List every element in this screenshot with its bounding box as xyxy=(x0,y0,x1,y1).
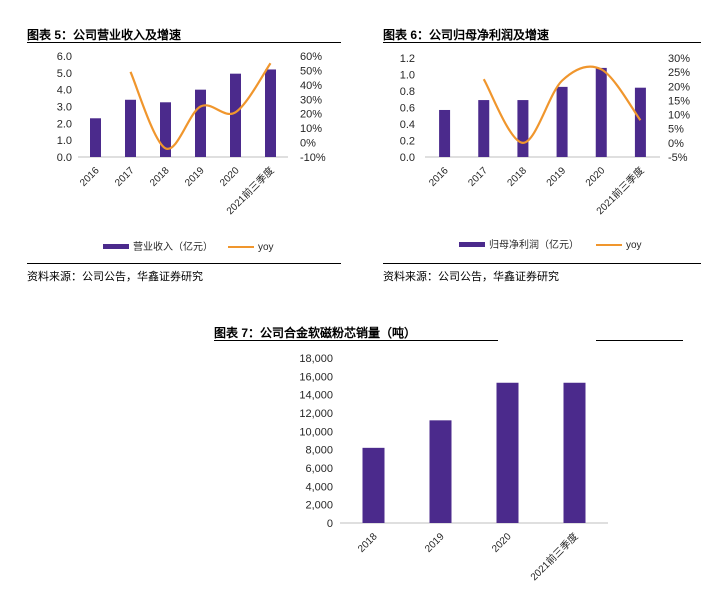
fig6-y-tick-label: 0.6 xyxy=(400,103,415,115)
fig5-title-rule xyxy=(27,42,341,43)
fig7-x-tick-label: 2018 xyxy=(356,531,380,555)
fig7-title-rule-right xyxy=(596,340,683,341)
fig5-legend-bar-swatch xyxy=(103,244,129,249)
fig6-legend-bar-label: 归母净利润（亿元） xyxy=(489,238,579,251)
fig6-x-tick-label: 2017 xyxy=(466,165,490,189)
fig5-legend-line-label: yoy xyxy=(258,242,274,253)
fig6-y2-tick-label: 5% xyxy=(668,124,684,136)
fig7-y-tick-label: 8,000 xyxy=(305,445,333,457)
fig5-bar xyxy=(230,73,241,157)
fig5-source-rule xyxy=(27,263,341,264)
fig5-y2-tick-label: 10% xyxy=(300,123,322,135)
fig6-x-tick-label: 2016 xyxy=(427,165,451,189)
fig5-y2-tick-label: 40% xyxy=(300,80,322,92)
fig6-y-tick-label: 0.4 xyxy=(400,119,415,131)
fig7-x-tick-label: 2019 xyxy=(423,531,447,555)
fig6-bar xyxy=(634,87,646,157)
fig5-y-tick-label: 3.0 xyxy=(57,102,72,114)
fig5-yoy-line xyxy=(129,62,272,150)
fig7-y-tick-label: 10,000 xyxy=(299,426,333,438)
fig7-title-rule xyxy=(214,340,498,341)
fig7-bar xyxy=(362,447,385,523)
fig5-x-tick-label: 2019 xyxy=(183,165,207,189)
fig5-source: 资料来源：公司公告，华鑫证券研究 xyxy=(27,271,203,283)
fig6-y2-tick-label: 15% xyxy=(668,95,690,107)
fig6-y2-tick-label: 25% xyxy=(668,67,690,79)
fig7-bar xyxy=(429,420,452,523)
fig5-y2-tick-label: 20% xyxy=(300,109,322,121)
fig5-x-tick-label: 2017 xyxy=(113,165,137,189)
fig6-title: 图表 6：公司归母净利润及增速 xyxy=(383,28,550,42)
fig5-title: 图表 5：公司营业收入及增速 xyxy=(27,28,182,42)
fig7-y-tick-label: 0 xyxy=(327,518,333,530)
fig5-y2-tick-label: 50% xyxy=(300,65,322,77)
fig6-source: 资料来源：公司公告，华鑫证券研究 xyxy=(383,271,559,283)
fig6-x-tick-label: 2020 xyxy=(584,165,608,189)
fig6-y-tick-label: 0.8 xyxy=(400,86,415,98)
fig6-y2-tick-label: 0% xyxy=(668,138,684,150)
fig6-yoy-line xyxy=(482,65,642,144)
fig5-bar xyxy=(90,118,101,157)
fig5-y2-tick-label: -10% xyxy=(300,152,326,164)
fig6-y-tick-label: 0.0 xyxy=(400,152,415,164)
fig5-x-tick-label: 2018 xyxy=(148,165,172,189)
fig6-source-rule xyxy=(383,263,701,264)
fig5-bar xyxy=(125,99,136,157)
fig6-legend-bar-swatch xyxy=(459,242,485,247)
fig7-y-tick-label: 18,000 xyxy=(299,353,333,365)
fig6-y-tick-label: 1.0 xyxy=(400,70,415,82)
fig5-y-tick-label: 6.0 xyxy=(57,51,72,63)
fig6-x-tick-label: 2018 xyxy=(506,165,530,189)
fig6-legend-line-label: yoy xyxy=(626,240,642,251)
fig7-y-tick-label: 6,000 xyxy=(305,463,333,475)
fig6-y-tick-label: 1.2 xyxy=(400,53,415,65)
fig6-y2-tick-label: 30% xyxy=(668,53,690,65)
fig5-y-tick-label: 1.0 xyxy=(57,135,72,147)
fig5-bar xyxy=(160,102,171,157)
fig7-y-tick-label: 14,000 xyxy=(299,390,333,402)
fig6-bar xyxy=(439,109,451,157)
fig6-y-tick-label: 0.2 xyxy=(400,136,415,148)
fig7-bar xyxy=(496,382,519,523)
fig5-bar xyxy=(265,69,276,157)
fig5-y2-tick-label: 0% xyxy=(300,138,316,150)
fig5-bar xyxy=(195,89,206,157)
fig5-legend-bar-label: 营业收入（亿元） xyxy=(133,240,213,253)
fig7-y-tick-label: 12,000 xyxy=(299,408,333,420)
fig5-y-tick-label: 2.0 xyxy=(57,118,72,130)
fig5-y-tick-label: 0.0 xyxy=(57,152,72,164)
fig5-y2-tick-label: 60% xyxy=(300,51,322,63)
fig6-title-rule xyxy=(383,42,701,43)
fig6-y2-tick-label: -5% xyxy=(668,152,688,164)
fig7-y-tick-label: 16,000 xyxy=(299,371,333,383)
fig6-bar xyxy=(556,86,568,157)
fig6-x-tick-label: 2019 xyxy=(545,165,569,189)
fig5-x-tick-label: 2016 xyxy=(78,165,102,189)
fig7-x-tick-label: 2021前三季度 xyxy=(527,530,580,583)
fig6-bar xyxy=(595,67,607,157)
fig5-y-tick-label: 5.0 xyxy=(57,68,72,80)
fig7-y-tick-label: 2,000 xyxy=(305,500,333,512)
fig6-y2-tick-label: 10% xyxy=(668,110,690,122)
fig7-title: 图表 7：公司合金软磁粉芯销量（吨） xyxy=(214,326,417,340)
fig5-y2-tick-label: 30% xyxy=(300,94,322,106)
fig6-bar xyxy=(517,100,529,157)
fig7-x-tick-label: 2020 xyxy=(490,531,514,555)
fig7-y-tick-label: 4,000 xyxy=(305,481,333,493)
fig7-bar xyxy=(563,382,586,523)
fig5-y-tick-label: 4.0 xyxy=(57,85,72,97)
fig6-y2-tick-label: 20% xyxy=(668,81,690,93)
fig5-x-tick-label: 2020 xyxy=(218,165,242,189)
fig6-bar xyxy=(478,100,490,157)
